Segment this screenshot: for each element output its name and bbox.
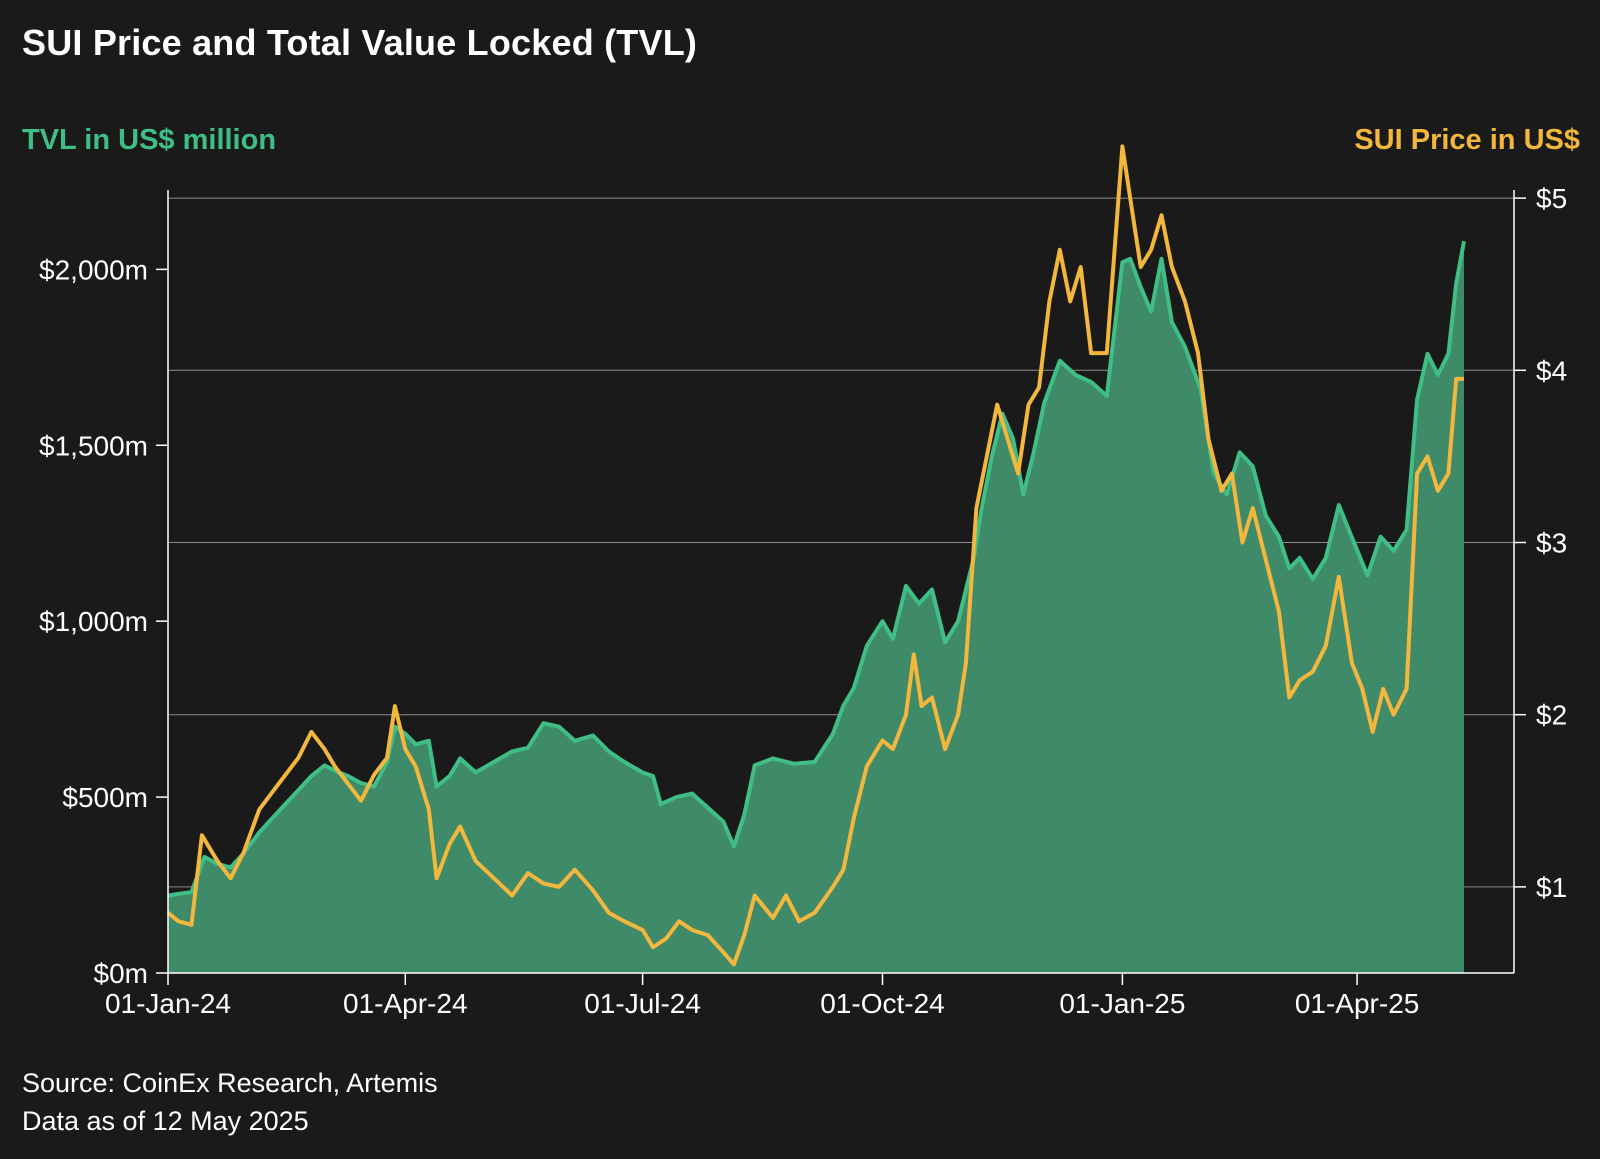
x-tick-label: 01-Jan-24 [105, 988, 231, 1019]
x-tick-label: 01-Apr-25 [1295, 988, 1420, 1019]
right-axis-title: SUI Price in US$ [1354, 124, 1580, 156]
tvl-area [168, 241, 1464, 973]
right-tick-label: $3 [1536, 528, 1567, 559]
source-note: Source: CoinEx Research, Artemis [22, 1068, 438, 1098]
x-tick-label: 01-Jul-24 [584, 988, 701, 1019]
right-tick-label: $1 [1536, 872, 1567, 903]
right-tick-label: $2 [1536, 700, 1567, 731]
x-tick-label: 01-Jan-25 [1059, 988, 1185, 1019]
axis-layer [156, 190, 1526, 985]
left-tick-label: $1,000m [39, 606, 148, 637]
label-layer: $0m $500m $1,000m $1,500m $2,000m $1 $2 $3 $4 $5 0… [39, 183, 1567, 1019]
left-axis-title: TVL in US$ million [22, 124, 277, 156]
date-note: Data as of 12 May 2025 [22, 1106, 309, 1136]
footer: Source: CoinEx Research, Artemis Data as… [22, 1064, 438, 1140]
line-layer [166, 144, 1466, 967]
left-tick-label: $1,500m [39, 430, 148, 461]
x-tick-label: 01-Oct-24 [820, 988, 945, 1019]
chart-title: SUI Price and Total Value Locked (TVL) [22, 22, 698, 63]
right-tick-label: $4 [1536, 355, 1567, 386]
area-layer [168, 241, 1464, 973]
x-tick-label: 01-Apr-24 [343, 988, 468, 1019]
left-tick-label: $0m [94, 958, 148, 989]
left-tick-label: $500m [62, 782, 148, 813]
tvl-line [167, 240, 1466, 898]
right-tick-label: $5 [1536, 183, 1567, 214]
price-line [166, 144, 1464, 967]
left-tick-label: $2,000m [39, 254, 148, 285]
